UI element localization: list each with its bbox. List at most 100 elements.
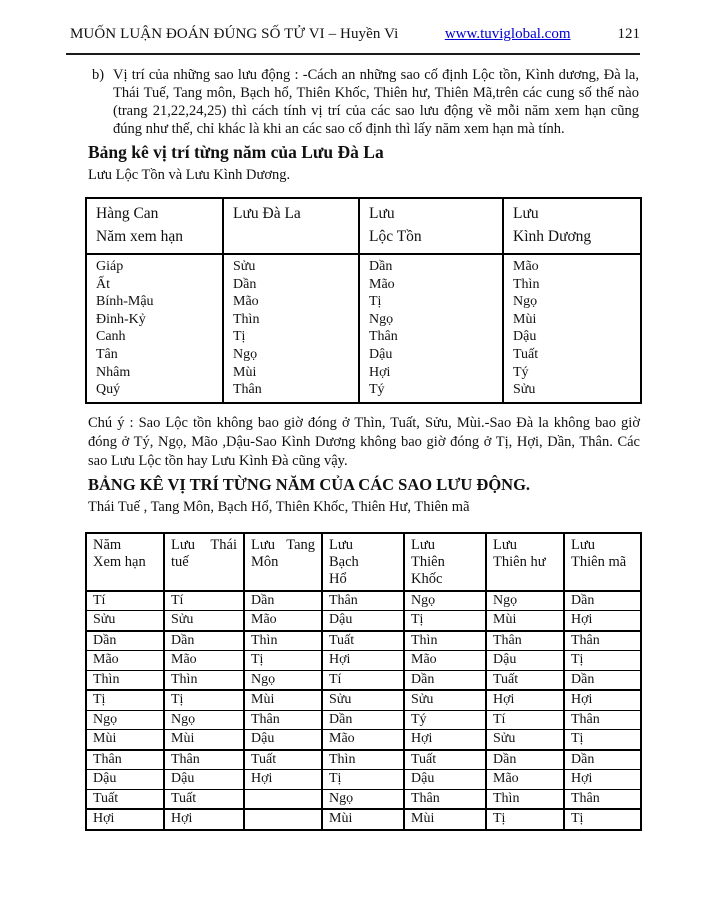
- table-cell: Sửu: [163, 610, 245, 632]
- table-row: Sửu Sửu Mão Dậu Tị Mùi Hợi: [85, 610, 642, 632]
- cell-line: Tị: [233, 329, 246, 345]
- cell-line: Thìn: [233, 311, 260, 327]
- luu-da-la-table: Hàng Can Năm xem hạn Lưu Đà La Lưu Lộc Tồn Lư…: [85, 197, 642, 404]
- table-row: Hợi Hợi Mùi Mùi Tị Tị: [85, 808, 642, 831]
- table-cell: Tí: [321, 669, 405, 692]
- note-paragraph: Chú ý : Sao Lộc tồn không bao giờ đóng ở…: [88, 414, 640, 469]
- cell-line: Thiên: [411, 553, 445, 570]
- table-cell: Mão Thìn Ngọ Mùi Dậu Tuất Tý Sửu: [502, 253, 642, 404]
- cell-line: Tý: [369, 382, 385, 398]
- table-cell: Dần: [403, 669, 487, 692]
- cell-line: Lưu Thái: [171, 536, 237, 553]
- cell-line: tuế: [171, 553, 189, 570]
- table-cell: [243, 788, 323, 811]
- cell-line: Lưu: [329, 536, 353, 553]
- cell-line: Dậu: [513, 329, 537, 345]
- table-header-row: Hàng Can Năm xem hạn Lưu Đà La Lưu Lộc Tồn Lư…: [85, 197, 642, 255]
- column-header: Lưu Tang Môn: [243, 532, 323, 592]
- cell-line: Thiên hư: [493, 553, 546, 570]
- header-divider: [66, 53, 640, 55]
- cell-line: Giáp: [96, 259, 124, 274]
- table-cell: Dậu: [485, 650, 565, 671]
- cell-line: Môn: [251, 553, 279, 570]
- table-cell: Tị: [243, 650, 323, 671]
- table-cell: Tị: [163, 689, 245, 711]
- table-cell: Dần: [243, 590, 323, 612]
- table-cell: Tuất: [85, 788, 165, 811]
- cell-line: Năm: [93, 536, 122, 553]
- intro-text: Vị trí của những sao lưu động : -Cách an…: [113, 67, 639, 137]
- table-row: Dần Dần Thìn Tuất Thìn Thân Thân: [85, 630, 642, 652]
- cell-line: Lưu: [411, 536, 435, 553]
- cell-line: Ất: [96, 276, 110, 292]
- table-cell: Thìn: [321, 749, 405, 771]
- table-cell: Dần: [563, 749, 642, 771]
- table-cell: Hợi: [243, 769, 323, 790]
- cell-line: Hợi: [369, 364, 391, 380]
- cell-line: Mão: [233, 294, 259, 310]
- column-header: Lưu Thiên Khốc: [403, 532, 487, 592]
- cell-line: Hàng Can: [96, 205, 159, 222]
- cell-line: Tân: [96, 346, 118, 362]
- cell-line: Mão: [513, 259, 539, 274]
- table-cell: Hợi: [85, 808, 165, 831]
- cell-line: Ngọ: [513, 294, 538, 310]
- table-cell: Mão: [321, 729, 405, 751]
- table-cell: Mùi: [321, 808, 405, 831]
- table-cell: Thân: [243, 709, 323, 731]
- table-cell: Ngọ: [243, 669, 323, 692]
- column-header: Lưu Bạch Hổ: [321, 532, 405, 592]
- cell-line: Ngọ: [233, 346, 258, 362]
- table-cell: Thân: [85, 749, 165, 771]
- table-cell: Ngọ: [163, 709, 245, 731]
- table-cell: Dậu: [321, 610, 405, 632]
- cell-line: Lộc Tồn: [369, 228, 422, 245]
- website-link[interactable]: www.tuviglobal.com: [444, 26, 571, 42]
- table-cell: Mão: [163, 650, 245, 671]
- table-cell: Thân: [563, 709, 642, 731]
- cell-line: Năm xem hạn: [96, 228, 183, 245]
- cell-line: Lưu: [571, 536, 595, 553]
- table-cell: Mùi: [243, 689, 323, 711]
- table-cell: Ngọ: [321, 788, 405, 811]
- table-cell: Sửu: [485, 729, 565, 751]
- table-cell: Hợi: [485, 689, 565, 711]
- section1-subtitle: Lưu Lộc Tồn và Lưu Kình Dương.: [88, 167, 291, 183]
- column-header: Hàng Can Năm xem hạn: [85, 197, 224, 255]
- table-row: Tị Tị Mùi Sửu Sửu Hợi Hợi: [85, 689, 642, 711]
- cell-line: Quý: [96, 382, 121, 398]
- table-row: Tí Tí Dần Thân Ngọ Ngọ Dần: [85, 590, 642, 612]
- table-cell: Hợi: [563, 689, 642, 711]
- table-cell: Mùi: [485, 610, 565, 632]
- section2-subtitle: Thái Tuế , Tang Môn, Bạch Hổ, Thiên Khốc…: [88, 498, 470, 515]
- table-cell: Tuất: [485, 669, 565, 692]
- cell-line: Sửu: [513, 382, 536, 398]
- list-item-label: b): [92, 67, 105, 83]
- cell-line: Kình Dương: [513, 228, 592, 245]
- column-header: Lưu Thái tuế: [163, 532, 245, 592]
- table-cell: Tuất: [243, 749, 323, 771]
- cell-line: Lưu Tang: [251, 536, 315, 553]
- table-cell: Tuất: [163, 788, 245, 811]
- table-cell: [243, 808, 323, 831]
- cell-line: Canh: [96, 329, 126, 345]
- table-cell: Dậu: [163, 769, 245, 790]
- table-cell: Tị: [485, 808, 565, 831]
- table-cell: Mão: [85, 650, 165, 671]
- table-row: Dậu Dậu Hợi Tị Dậu Mão Hợi: [85, 769, 642, 790]
- cell-line: Nhâm: [96, 364, 131, 380]
- table-cell: Hợi: [403, 729, 487, 751]
- table-cell: Thân: [563, 630, 642, 652]
- cell-line: Thìn: [513, 276, 540, 292]
- cell-line: Lưu: [493, 536, 517, 553]
- cell-line: Tý: [513, 364, 529, 380]
- table-cell: Thìn: [163, 669, 245, 692]
- intro-paragraph: b) Vị trí của những sao lưu động : -Cách…: [92, 66, 639, 138]
- table-cell: Sửu Dần Mão Thìn Tị Ngọ Mùi Thân: [222, 253, 360, 404]
- cell-line: Mùi: [233, 364, 257, 380]
- cell-line: Ngọ: [369, 311, 394, 327]
- cell-line: Mùi: [513, 311, 537, 327]
- table-cell: Tí: [163, 590, 245, 612]
- table-cell: Thân: [403, 788, 487, 811]
